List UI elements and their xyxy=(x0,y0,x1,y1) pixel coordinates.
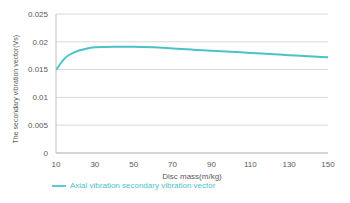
svg-text:The secondary vibration vector: The secondary vibration vector(Vs) xyxy=(12,35,20,144)
svg-text:0.025: 0.025 xyxy=(28,10,49,19)
svg-text:130: 130 xyxy=(282,160,296,169)
svg-text:50: 50 xyxy=(129,160,138,169)
svg-text:0.02: 0.02 xyxy=(32,38,48,47)
svg-text:0: 0 xyxy=(44,149,49,158)
svg-text:0.005: 0.005 xyxy=(28,121,49,130)
html-text:Axial vibration secondary vibr: Axial vibration secondary vibration vect… xyxy=(70,181,216,191)
svg-text:30: 30 xyxy=(90,160,99,169)
svg-text:150: 150 xyxy=(321,160,335,169)
svg-text:Disc mass(m/kg): Disc mass(m/kg) xyxy=(162,172,222,181)
svg-text:10: 10 xyxy=(52,160,61,169)
svg-text:0.01: 0.01 xyxy=(32,93,48,102)
svg-text:0.015: 0.015 xyxy=(28,65,49,74)
svg-text:90: 90 xyxy=(207,160,216,169)
svg-text:70: 70 xyxy=(168,160,177,169)
svg-text:110: 110 xyxy=(244,160,257,169)
